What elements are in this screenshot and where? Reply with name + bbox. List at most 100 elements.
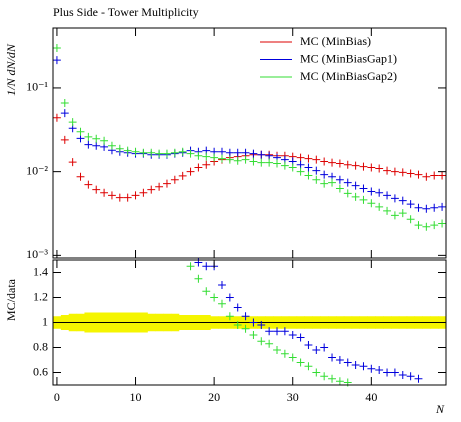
data-point bbox=[194, 274, 203, 283]
data-point bbox=[170, 148, 179, 157]
data-point bbox=[210, 153, 219, 162]
data-point bbox=[218, 299, 226, 308]
data-point bbox=[422, 172, 431, 181]
data-point bbox=[53, 43, 61, 52]
data-point bbox=[60, 109, 69, 118]
data-point bbox=[225, 148, 234, 157]
data-point bbox=[76, 172, 85, 181]
data-point bbox=[398, 168, 407, 177]
x-axis-label: N bbox=[435, 402, 445, 416]
data-point bbox=[163, 179, 171, 188]
data-point bbox=[390, 211, 399, 220]
data-point bbox=[194, 163, 203, 172]
data-point bbox=[343, 189, 352, 198]
data-point bbox=[202, 160, 211, 169]
data-point bbox=[288, 163, 297, 172]
data-point bbox=[273, 327, 281, 336]
y-axis-label: MC/data bbox=[4, 278, 18, 321]
data-point bbox=[178, 147, 187, 156]
data-point bbox=[288, 353, 297, 362]
data-point bbox=[241, 312, 250, 321]
data-point bbox=[60, 99, 69, 108]
legend-label: MC (MinBias) bbox=[300, 34, 371, 48]
data-point bbox=[320, 372, 329, 381]
data-point bbox=[430, 221, 439, 230]
data-point bbox=[383, 191, 391, 200]
data-point bbox=[398, 196, 407, 205]
y-tick-label: 1 bbox=[42, 314, 48, 328]
data-point bbox=[414, 221, 423, 230]
data-point bbox=[320, 157, 329, 166]
data-point bbox=[131, 147, 140, 156]
data-point bbox=[312, 155, 321, 164]
data-point bbox=[257, 321, 266, 329]
data-point bbox=[296, 167, 305, 176]
data-point bbox=[241, 324, 250, 333]
data-point bbox=[406, 372, 415, 381]
data-point bbox=[351, 181, 360, 190]
data-point bbox=[233, 148, 242, 157]
data-point bbox=[186, 149, 195, 158]
legend-label: MC (MinBiasGap2) bbox=[300, 69, 397, 83]
y-tick-label: 10⁻³ bbox=[26, 247, 48, 261]
data-point bbox=[296, 153, 305, 162]
data-point bbox=[131, 191, 140, 200]
data-point bbox=[304, 341, 313, 349]
data-point bbox=[320, 343, 329, 352]
data-point bbox=[304, 163, 313, 172]
data-point bbox=[257, 158, 266, 167]
data-point bbox=[375, 188, 384, 197]
data-point bbox=[383, 206, 391, 215]
data-point bbox=[115, 193, 124, 202]
data-point bbox=[186, 167, 195, 176]
data-point bbox=[202, 262, 211, 271]
data-point bbox=[273, 159, 281, 168]
data-point bbox=[328, 353, 336, 362]
data-point bbox=[390, 167, 399, 176]
data-point bbox=[320, 170, 329, 179]
data-point bbox=[367, 187, 376, 196]
data-point bbox=[438, 171, 446, 180]
data-point bbox=[359, 195, 368, 204]
data-point bbox=[84, 140, 93, 149]
data-point bbox=[343, 160, 352, 169]
data-point bbox=[249, 149, 258, 158]
data-point bbox=[328, 178, 336, 187]
data-point bbox=[210, 293, 219, 302]
data-point bbox=[123, 193, 132, 202]
data-point bbox=[422, 204, 431, 213]
data-point bbox=[249, 318, 258, 327]
data-point bbox=[304, 154, 313, 163]
data-point bbox=[343, 358, 352, 367]
x-tick-label: 30 bbox=[287, 390, 299, 404]
data-point bbox=[108, 191, 116, 200]
data-point bbox=[367, 364, 376, 373]
data-point bbox=[76, 127, 85, 136]
data-point bbox=[186, 262, 195, 271]
data-point bbox=[139, 188, 148, 197]
data-point bbox=[398, 209, 407, 218]
data-point bbox=[280, 161, 289, 170]
y-tick-label: 1.4 bbox=[33, 264, 48, 278]
data-point bbox=[194, 151, 203, 160]
data-point bbox=[359, 184, 368, 193]
data-point bbox=[265, 151, 274, 160]
data-point bbox=[406, 169, 415, 178]
data-point bbox=[225, 293, 234, 302]
data-point bbox=[383, 368, 391, 377]
y-tick-label: 0.8 bbox=[33, 339, 48, 353]
data-point bbox=[280, 327, 289, 336]
data-point bbox=[359, 162, 368, 171]
data-point bbox=[100, 188, 109, 197]
data-point bbox=[139, 148, 148, 157]
data-point bbox=[312, 368, 321, 377]
data-point bbox=[53, 56, 61, 65]
data-point bbox=[312, 346, 321, 354]
data-point bbox=[422, 222, 431, 231]
data-point bbox=[273, 346, 281, 354]
data-point bbox=[163, 149, 171, 158]
y-tick-label: 1.2 bbox=[33, 289, 48, 303]
x-tick-label: 0 bbox=[54, 390, 60, 404]
data-point bbox=[335, 175, 344, 184]
